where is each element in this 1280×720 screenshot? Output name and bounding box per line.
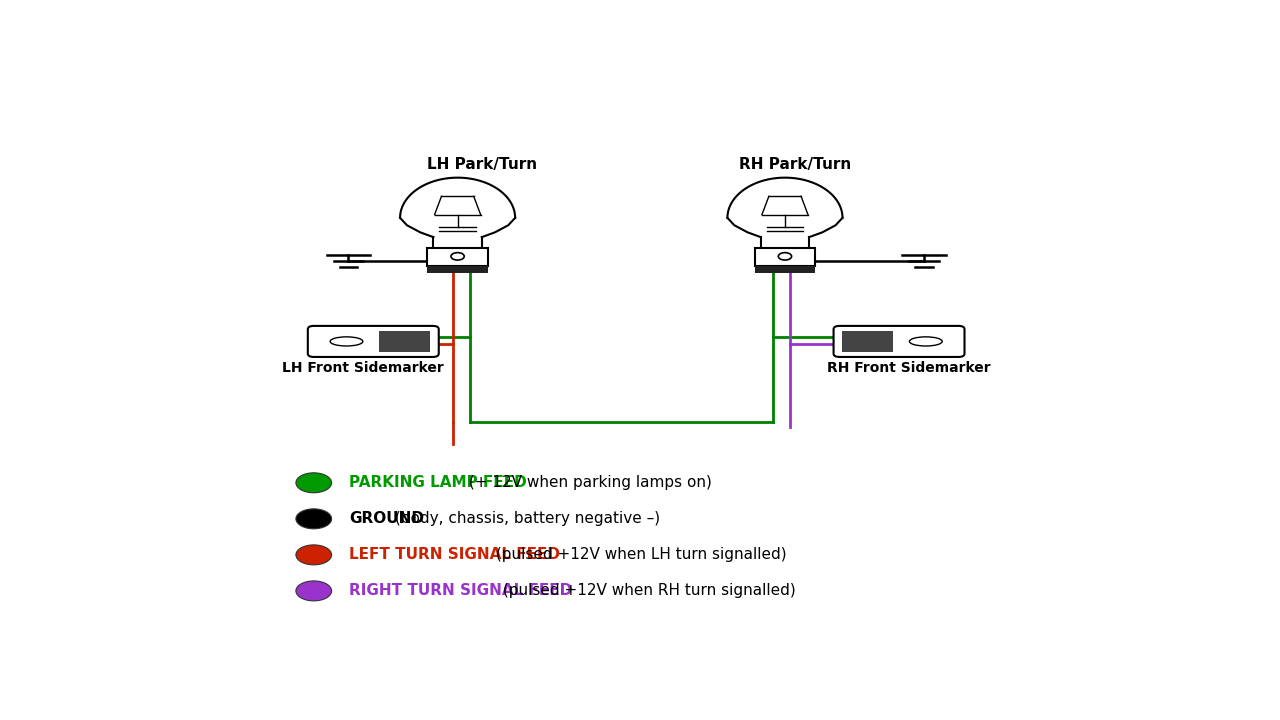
Bar (755, 248, 815, 266)
Circle shape (451, 253, 465, 260)
Text: RH Front Sidemarker: RH Front Sidemarker (827, 361, 991, 375)
Circle shape (778, 253, 791, 260)
Text: PARKING LAMP FEED: PARKING LAMP FEED (349, 475, 527, 490)
Circle shape (296, 509, 332, 528)
Circle shape (296, 473, 332, 492)
Text: LH Park/Turn: LH Park/Turn (428, 158, 538, 172)
Text: GROUND: GROUND (349, 511, 425, 526)
Bar (755, 266, 815, 273)
Bar (842, 331, 893, 352)
Text: LEFT TURN SIGNAL FEED: LEFT TURN SIGNAL FEED (349, 547, 561, 562)
FancyBboxPatch shape (833, 326, 965, 357)
Bar (428, 266, 488, 273)
Circle shape (296, 545, 332, 565)
Bar (379, 331, 430, 352)
Text: (body, chassis, battery negative –): (body, chassis, battery negative –) (390, 511, 660, 526)
Text: RIGHT TURN SIGNAL FEED: RIGHT TURN SIGNAL FEED (349, 583, 572, 598)
FancyBboxPatch shape (307, 326, 439, 357)
Circle shape (296, 581, 332, 601)
Bar (428, 248, 488, 266)
Text: RH Park/Turn: RH Park/Turn (739, 158, 851, 172)
Text: (+ 12V when parking lamps on): (+ 12V when parking lamps on) (465, 475, 712, 490)
Text: (pulsed +12V when LH turn signalled): (pulsed +12V when LH turn signalled) (492, 547, 787, 562)
Text: LH Front Sidemarker: LH Front Sidemarker (283, 361, 444, 375)
Text: (pulsed +12V when RH turn signalled): (pulsed +12V when RH turn signalled) (498, 583, 796, 598)
